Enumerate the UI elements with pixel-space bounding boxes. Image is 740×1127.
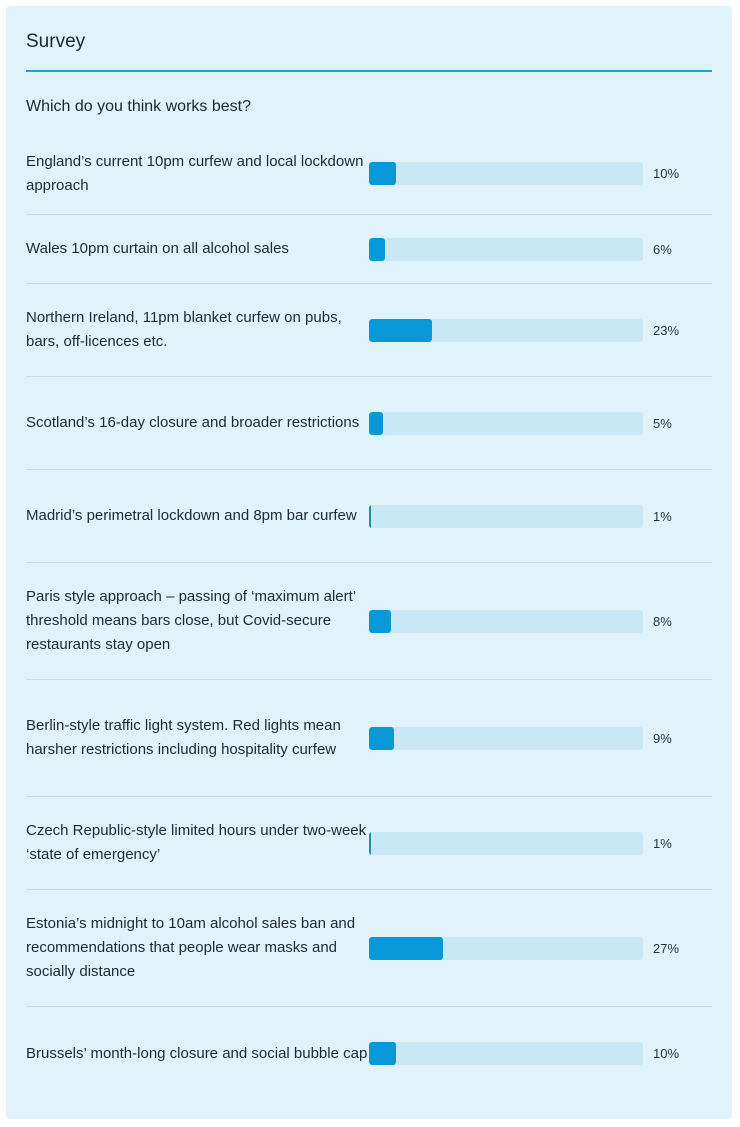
- option-label: Brussels’ month-long closure and social …: [26, 1044, 368, 1062]
- result-bar-track: [369, 411, 643, 435]
- result-bar-fill: [369, 318, 433, 342]
- survey-option[interactable]: Estonia’s midnight to 10am alcohol sales…: [26, 890, 712, 1007]
- survey-option[interactable]: Berlin-style traffic light system. Red l…: [26, 680, 712, 797]
- survey-option[interactable]: Northern Ireland, 11pm blanket curfew on…: [26, 284, 712, 377]
- result-bar-track: [369, 1042, 643, 1065]
- option-label: Czech Republic-style limited hours under…: [26, 822, 367, 863]
- option-label: Scotland’s 16-day closure and broader re…: [26, 414, 360, 431]
- survey-option[interactable]: England’s current 10pm curfew and local …: [26, 133, 712, 215]
- result-bar-track: [369, 936, 643, 960]
- result-bar-fill: [369, 504, 371, 528]
- option-percent: 10%: [653, 1046, 680, 1061]
- result-bar-track: [369, 318, 643, 342]
- result-bar-track: [369, 237, 643, 261]
- option-percent: 5%: [653, 415, 672, 431]
- result-bar-track: [369, 726, 643, 750]
- result-bar-track: [369, 831, 643, 855]
- survey-question: Which do you think works best?: [26, 98, 251, 115]
- option-percent: 8%: [653, 613, 672, 629]
- result-bar-track: [369, 609, 643, 633]
- option-label: Estonia’s midnight to 10am alcohol sales…: [26, 915, 356, 980]
- option-percent: 27%: [653, 940, 680, 956]
- result-bar-fill: [369, 162, 397, 185]
- survey-card: Survey Which do you think works best? En…: [6, 6, 732, 1119]
- survey-option[interactable]: Czech Republic-style limited hours under…: [26, 797, 712, 890]
- result-bar-fill: [369, 411, 383, 435]
- option-percent: 23%: [653, 322, 680, 338]
- option-percent: 1%: [653, 835, 672, 851]
- option-percent: 10%: [653, 166, 680, 181]
- survey-option[interactable]: Wales 10pm curtain on all alcohol sales 6…: [26, 215, 712, 284]
- result-bar-fill: [369, 1042, 397, 1065]
- result-bar-track: [369, 504, 643, 528]
- option-percent: 6%: [653, 241, 672, 257]
- result-bar-fill: [369, 831, 371, 855]
- result-bar-fill: [369, 237, 386, 261]
- result-bar-fill: [369, 609, 391, 633]
- option-percent: 1%: [653, 508, 672, 524]
- result-bar-fill: [369, 936, 443, 960]
- option-label: Northern Ireland, 11pm blanket curfew on…: [26, 309, 342, 350]
- survey-option[interactable]: Scotland’s 16-day closure and broader re…: [26, 377, 712, 470]
- survey-title: Survey: [26, 31, 86, 52]
- survey-option[interactable]: Paris style approach – passing of ‘maxim…: [26, 563, 712, 680]
- result-bar-track: [369, 162, 643, 185]
- result-bar-fill: [369, 726, 394, 750]
- survey-option[interactable]: Brussels’ month-long closure and social …: [26, 1007, 712, 1100]
- option-label: Berlin-style traffic light system. Red l…: [26, 717, 341, 758]
- survey-header: Survey: [26, 6, 712, 72]
- option-label: Madrid’s perimetral lockdown and 8pm bar…: [26, 507, 357, 524]
- option-label: Wales 10pm curtain on all alcohol sales: [26, 240, 289, 257]
- survey-options: England’s current 10pm curfew and local …: [26, 133, 712, 1100]
- option-label: Paris style approach – passing of ‘maxim…: [26, 588, 356, 653]
- option-percent: 9%: [653, 730, 672, 746]
- option-label: England’s current 10pm curfew and local …: [26, 152, 364, 194]
- survey-option[interactable]: Madrid’s perimetral lockdown and 8pm bar…: [26, 470, 712, 563]
